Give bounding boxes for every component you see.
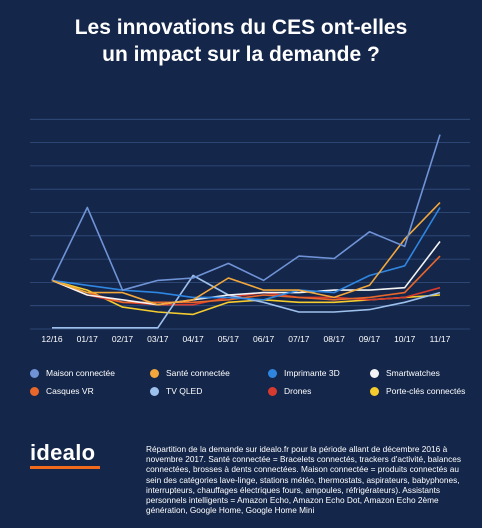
chart-title: Les innovations du CES ont-elles un impa… [0, 14, 482, 68]
x-tick-label: 03/17 [147, 334, 169, 344]
legend-swatch [370, 386, 379, 396]
legend-label: Casques VR [46, 386, 94, 396]
legend-swatch [30, 368, 39, 378]
legend-item: Casques VR [30, 384, 94, 398]
x-tick-label: 06/17 [253, 334, 275, 344]
legend-item: Imprimante 3D [268, 366, 340, 380]
footer: idealo Répartition de la demande sur ide… [0, 430, 482, 528]
series-line [51, 202, 441, 306]
x-tick-label: 05/17 [218, 334, 240, 344]
legend-item: Drones [268, 384, 311, 398]
x-tick-label: 07/17 [288, 334, 310, 344]
chart-title-line-1: Les innovations du CES ont-elles [74, 16, 408, 39]
legend-label: Smartwatches [386, 368, 440, 378]
legend-label: Imprimante 3D [284, 368, 340, 378]
x-tick-label: 01/17 [77, 334, 99, 344]
footnote: Répartition de la demande sur idealo.fr … [146, 444, 461, 516]
chart-title-line-2: un impact sur la demande ? [102, 43, 380, 66]
legend-label: Porte-clés connectés [386, 386, 466, 396]
x-tick-label: 11/17 [430, 334, 451, 344]
legend-item: Maison connectée [30, 366, 115, 380]
legend-swatch [268, 386, 277, 396]
series-line [51, 255, 441, 304]
series-line [51, 134, 441, 291]
legend-swatch [150, 386, 159, 396]
legend-item: Santé connectée [150, 366, 230, 380]
legend-label: Drones [284, 386, 312, 396]
x-tick-label: 08/17 [324, 334, 346, 344]
legend-item: Porte-clés connectés [370, 384, 465, 398]
legend-item: Smartwatches [370, 366, 440, 380]
line-chart: 12/16 01/17 02/17 03/17 04/17 05/17 06/17 07/17… [30, 118, 470, 344]
x-tick-label: 09/17 [359, 334, 381, 344]
series-line [51, 207, 441, 301]
x-tick-label: 04/17 [182, 334, 204, 344]
legend-swatch [268, 368, 277, 378]
legend-swatch [150, 368, 159, 378]
x-tick-label: 10/17 [394, 334, 416, 344]
legend-item: TV QLED [150, 384, 202, 398]
legend-swatch [30, 386, 39, 396]
logo-underline [30, 466, 100, 469]
legend-label: Maison connectée [46, 368, 115, 378]
x-tick-label: 12/16 [41, 334, 63, 344]
idealo-logo: idealo [30, 440, 96, 465]
legend-label: Santé connectée [166, 368, 230, 378]
series-line [51, 241, 441, 306]
legend-swatch [370, 368, 379, 378]
legend-label: TV QLED [166, 386, 203, 396]
x-tick-label: 02/17 [112, 334, 134, 344]
